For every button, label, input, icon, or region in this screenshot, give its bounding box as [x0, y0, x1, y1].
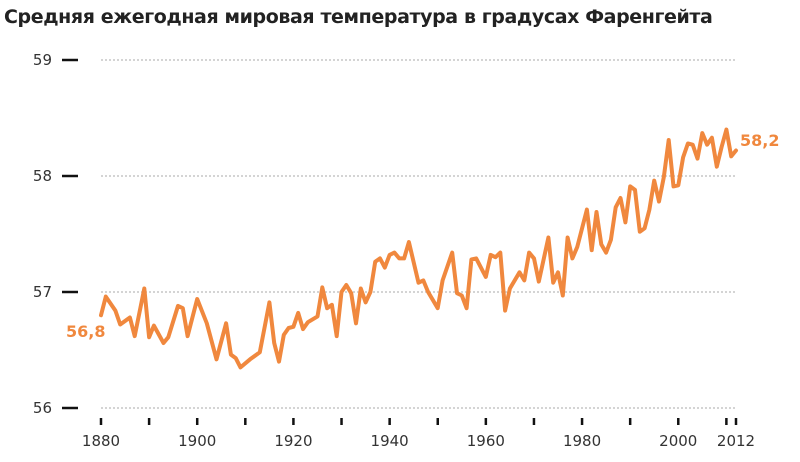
start-value-label: 56,8	[66, 322, 105, 341]
x-tick-label: 1940	[371, 432, 409, 450]
x-tick-label: 1880	[82, 432, 120, 450]
end-value-label: 58,2	[740, 131, 779, 150]
x-tick-label: 2000	[659, 432, 697, 450]
temperature-line	[99, 127, 738, 370]
x-tick-label: 1900	[178, 432, 216, 450]
x-tick-label: 2012	[717, 432, 755, 450]
y-tick-label: 59	[33, 51, 52, 69]
x-tick-label: 1960	[467, 432, 505, 450]
x-tick-label: 1980	[563, 432, 601, 450]
x-tick-label: 1920	[274, 432, 312, 450]
y-tick-label: 58	[33, 167, 52, 185]
y-tick-label: 56	[33, 399, 52, 417]
chart-title: Средняя ежегодная мировая температура в …	[4, 6, 713, 28]
y-tick-label: 57	[33, 283, 52, 301]
